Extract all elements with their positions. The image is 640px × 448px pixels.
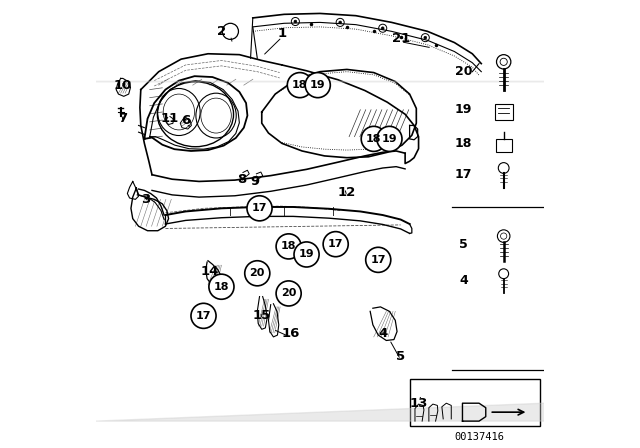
Text: 7: 7 bbox=[118, 112, 127, 125]
Circle shape bbox=[361, 126, 387, 151]
Text: 19: 19 bbox=[381, 134, 397, 144]
Text: 17: 17 bbox=[252, 203, 268, 213]
Text: 18: 18 bbox=[366, 134, 381, 144]
Text: 20: 20 bbox=[250, 268, 265, 278]
Text: 21: 21 bbox=[392, 31, 410, 45]
Text: 1: 1 bbox=[277, 27, 287, 40]
Text: 17: 17 bbox=[371, 255, 386, 265]
Circle shape bbox=[191, 303, 216, 328]
Text: 4: 4 bbox=[378, 327, 387, 340]
Circle shape bbox=[209, 274, 234, 299]
Circle shape bbox=[377, 126, 402, 151]
Text: 12: 12 bbox=[338, 186, 356, 199]
Circle shape bbox=[381, 27, 384, 30]
Circle shape bbox=[244, 261, 270, 286]
Bar bbox=[495, 139, 512, 152]
Text: 00137416: 00137416 bbox=[454, 432, 504, 442]
Text: 6: 6 bbox=[181, 114, 190, 128]
Text: 19: 19 bbox=[310, 80, 326, 90]
Text: 17: 17 bbox=[454, 168, 472, 181]
Circle shape bbox=[339, 21, 342, 24]
Text: 5: 5 bbox=[459, 237, 468, 251]
Circle shape bbox=[276, 234, 301, 259]
Text: 13: 13 bbox=[410, 396, 428, 410]
Bar bbox=[495, 104, 513, 120]
Circle shape bbox=[287, 73, 312, 98]
Circle shape bbox=[276, 281, 301, 306]
Text: 3: 3 bbox=[141, 193, 150, 206]
Text: 19: 19 bbox=[454, 103, 472, 116]
Polygon shape bbox=[96, 58, 640, 82]
Text: 11: 11 bbox=[161, 112, 179, 125]
Circle shape bbox=[294, 242, 319, 267]
Text: 20: 20 bbox=[281, 289, 296, 298]
Text: 17: 17 bbox=[328, 239, 344, 249]
Text: 15: 15 bbox=[253, 309, 271, 323]
Text: 2: 2 bbox=[217, 25, 226, 38]
Text: 18: 18 bbox=[281, 241, 296, 251]
Circle shape bbox=[365, 247, 391, 272]
Text: 9: 9 bbox=[250, 175, 260, 188]
Text: 17: 17 bbox=[196, 311, 211, 321]
Text: 14: 14 bbox=[201, 264, 220, 278]
Text: 5: 5 bbox=[396, 349, 405, 363]
Circle shape bbox=[424, 36, 427, 39]
Text: 18: 18 bbox=[292, 80, 308, 90]
Text: 8: 8 bbox=[237, 172, 246, 186]
Circle shape bbox=[247, 196, 272, 221]
Text: 20: 20 bbox=[454, 65, 472, 78]
Circle shape bbox=[294, 20, 297, 23]
Circle shape bbox=[305, 73, 330, 98]
Text: 4: 4 bbox=[459, 273, 468, 287]
Polygon shape bbox=[96, 403, 640, 421]
Circle shape bbox=[323, 232, 348, 257]
Text: 10: 10 bbox=[114, 78, 132, 92]
Bar bbox=[410, 379, 540, 426]
Text: 18: 18 bbox=[214, 282, 229, 292]
Text: 16: 16 bbox=[282, 327, 300, 340]
Text: 19: 19 bbox=[299, 250, 314, 259]
Text: 18: 18 bbox=[454, 137, 472, 150]
